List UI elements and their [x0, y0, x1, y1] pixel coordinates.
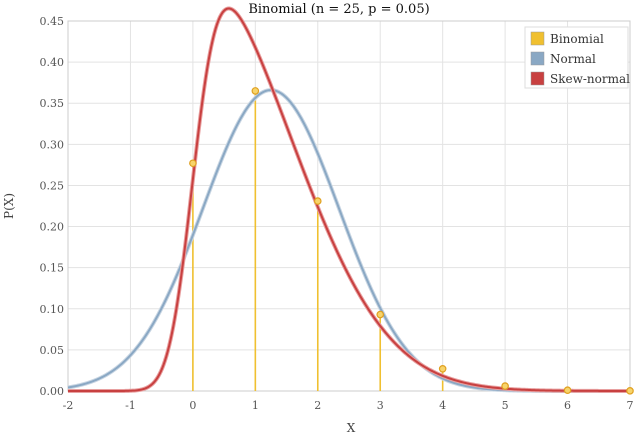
y-tick-label: 0.45 [40, 15, 65, 28]
x-tick-label: -1 [125, 399, 136, 412]
y-tick-label: 0.25 [40, 179, 65, 192]
x-tick-label: 3 [377, 399, 384, 412]
skew-normal-curve [68, 7, 630, 392]
binomial-point [501, 382, 509, 390]
binomial-point [189, 159, 197, 168]
binomial-point [626, 387, 634, 395]
y-tick-label: 0.10 [40, 303, 65, 316]
legend-label-skew-normal: Skew-normal [550, 72, 630, 86]
x-tick-labels: -2 -1 0 1 2 3 4 5 6 7 [63, 399, 634, 412]
x-axis-title: X [347, 421, 356, 434]
binomial-point [251, 87, 260, 95]
legend-swatch-normal [530, 51, 545, 66]
binomial-points [189, 87, 634, 395]
legend-label-normal: Normal [550, 52, 596, 66]
x-tick-label: -2 [63, 399, 74, 412]
x-tick-label: 4 [439, 399, 446, 412]
x-tick-label: 1 [252, 399, 259, 412]
x-tick-label: 2 [314, 399, 321, 412]
binomial-point [438, 364, 447, 373]
binomial-point [313, 197, 322, 205]
plot-frame [67, 20, 631, 392]
legend: Binomial Normal Skew-normal [524, 26, 630, 89]
binomial-stems [192, 90, 631, 391]
legend-label-binomial: Binomial [550, 32, 604, 46]
x-tick-label: 5 [502, 399, 509, 412]
x-tick-label: 6 [564, 399, 571, 412]
normal-curve-halo [67, 88, 630, 393]
x-tick-label: 0 [189, 399, 196, 412]
legend-swatch-binomial [530, 31, 545, 46]
binomial-point [563, 386, 572, 394]
y-tick-label: 0.15 [40, 262, 65, 275]
y-axis-title: P(X) [2, 193, 16, 219]
y-tick-label: 0.30 [40, 138, 65, 151]
legend-swatch-skew-normal [530, 71, 545, 86]
curves [67, 6, 630, 393]
y-tick-labels: 0.00 0.05 0.10 0.15 0.20 0.25 0.30 0.35 0.40 0.45 [40, 15, 65, 398]
x-tick-label: 7 [627, 399, 634, 412]
binomial-point [376, 310, 385, 319]
y-tick-label: 0.20 [40, 221, 65, 234]
chart-title: Binomial (n = 25, p = 0.05) [248, 2, 429, 17]
y-tick-label: 0.40 [40, 56, 65, 69]
y-tick-label: 0.35 [40, 97, 65, 110]
y-tick-label: 0.05 [40, 344, 65, 357]
y-tick-label: 0.00 [40, 385, 65, 398]
